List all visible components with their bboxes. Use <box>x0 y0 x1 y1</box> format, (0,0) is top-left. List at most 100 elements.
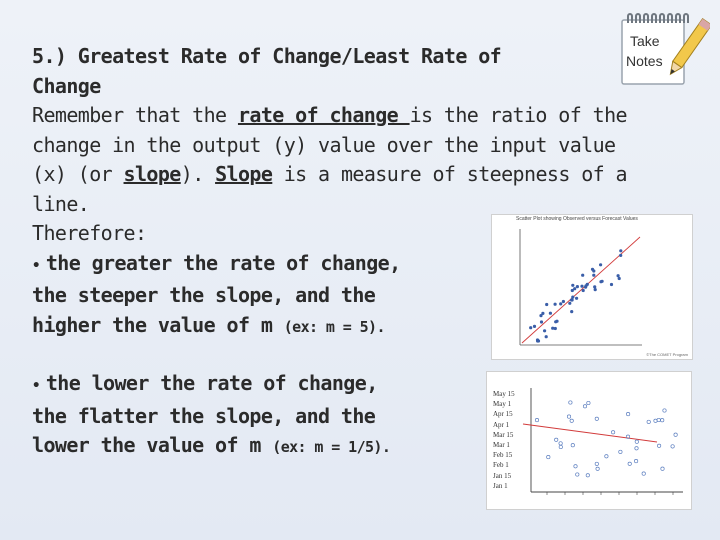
y-tick-label: Apr 15 <box>493 410 513 419</box>
bullet-2-text-3: lower the value of m <box>32 433 273 457</box>
data-point <box>539 314 543 318</box>
data-point <box>568 400 573 405</box>
data-point <box>660 418 665 423</box>
paragraph-line-2: change in the output (y) value over the … <box>32 132 616 157</box>
data-point <box>586 400 591 406</box>
bullet-2-text-1: the lower the rate of change, <box>45 371 378 395</box>
take-notes-icon: Take Notes <box>618 10 713 88</box>
y-tick-label: Mar 15 <box>493 430 514 439</box>
data-point <box>592 273 596 277</box>
data-point <box>570 443 575 448</box>
bullet-1-text-1: the greater the rate of change, <box>45 250 401 275</box>
scatter-plot-steep-footer: ©The COMET Program <box>646 352 688 357</box>
bullet-1-text-3: higher the value of m <box>32 312 284 337</box>
data-point <box>592 269 596 273</box>
trend-line <box>522 423 658 443</box>
data-point <box>532 324 537 328</box>
data-point <box>641 471 646 476</box>
scatter-plot-steep-canvas <box>519 229 642 346</box>
data-point <box>585 473 590 478</box>
data-point <box>570 288 574 293</box>
data-point <box>539 320 544 324</box>
bullet-2-line-2: the flatter the slope, and the <box>32 403 376 428</box>
data-point <box>553 302 557 306</box>
data-point <box>546 455 551 460</box>
data-point <box>568 301 572 305</box>
data-point <box>554 437 559 442</box>
data-point <box>548 311 552 315</box>
data-point <box>575 472 580 477</box>
bullet-2-line-1: • the lower the rate of change, <box>32 369 692 402</box>
data-point <box>634 446 639 451</box>
heading-line-2: Change <box>32 73 101 98</box>
data-point <box>626 412 631 417</box>
data-point <box>616 274 620 278</box>
data-point <box>594 416 599 421</box>
data-point <box>545 302 549 307</box>
data-point <box>543 329 547 333</box>
data-point <box>554 320 558 324</box>
bullet-2-marker: • <box>32 378 40 394</box>
y-tick-label: May 15 <box>493 390 515 398</box>
bullet-1-line-1: • the greater the rate of change, <box>32 249 692 282</box>
scatter-plot-flat-canvas <box>522 388 683 495</box>
data-point <box>660 466 665 471</box>
data-point <box>558 444 563 450</box>
data-point <box>594 461 599 466</box>
bullet-2-line-3: lower the value of m (ex: m = 1/5). <box>32 431 692 463</box>
data-point <box>584 285 588 289</box>
data-point <box>541 311 545 315</box>
bullet-2-example: (ex: m = 1/5). <box>272 438 391 456</box>
scatter-plot-steep-title: Scatter Plot showing Observed versus For… <box>516 216 638 222</box>
data-point <box>646 419 651 424</box>
data-point <box>558 441 563 446</box>
data-point <box>599 280 603 284</box>
slope-term: slope <box>123 162 182 186</box>
data-point <box>571 295 575 299</box>
y-tick-label: Jan 15 <box>493 471 512 480</box>
bullet-1-line-3: higher the value of m (ex: m = 5). <box>32 311 692 343</box>
scatter-plot-flat: May 15 May 1 Apr 15 Apr 1 Mar 15 Mar 1 Feb 15 F… <box>486 371 692 510</box>
data-point <box>619 253 623 257</box>
slide-text: 5.) Greatest Rate of Change/Least Rate o… <box>32 42 692 463</box>
rate-of-change-term: rate of change <box>237 103 410 127</box>
data-point <box>544 335 548 339</box>
data-point <box>581 273 585 277</box>
data-point <box>575 296 579 300</box>
data-point <box>561 299 565 304</box>
data-point <box>582 404 588 409</box>
trend-line <box>521 236 641 344</box>
data-point <box>595 466 600 471</box>
y-tick-label: May 1 <box>493 400 512 409</box>
data-point <box>580 284 584 288</box>
data-point <box>617 276 621 281</box>
data-point <box>609 282 614 287</box>
data-point <box>625 434 631 439</box>
p3-pre: (x) (or <box>32 162 124 186</box>
data-point <box>570 298 574 302</box>
y-tick-label: Feb 1 <box>493 461 509 470</box>
data-point <box>662 408 667 413</box>
y-tick-label: Apr 1 <box>493 420 510 429</box>
notes-pad-icon: Take Notes <box>621 13 713 85</box>
data-point <box>551 326 555 330</box>
data-point <box>559 302 563 306</box>
data-point <box>656 417 661 423</box>
slope-term-2: Slope <box>215 162 273 186</box>
data-point <box>569 418 574 423</box>
data-point <box>536 339 541 343</box>
data-point <box>573 287 577 291</box>
data-point <box>570 310 574 314</box>
therefore-label: Therefore: <box>32 221 147 245</box>
notes-word-1: Take <box>630 33 660 49</box>
paragraph-line-4: line. <box>32 191 90 216</box>
data-point <box>634 439 639 444</box>
data-point <box>566 414 572 419</box>
data-point <box>575 285 579 289</box>
data-point <box>673 432 678 437</box>
data-point <box>529 326 533 330</box>
paragraph-line-1: Remember that the rate of change is the … <box>32 101 692 131</box>
data-point <box>553 326 557 331</box>
p3-mid: ). <box>180 162 216 186</box>
data-point <box>618 449 623 454</box>
